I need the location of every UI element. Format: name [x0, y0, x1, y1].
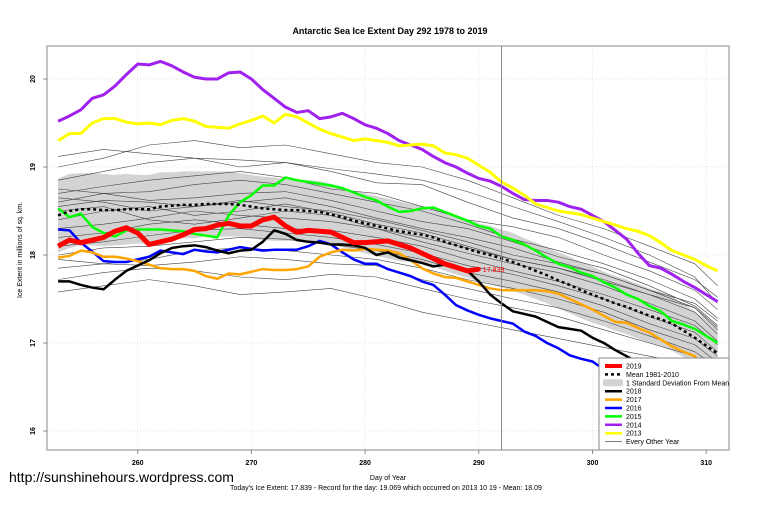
legend-swatch — [603, 379, 623, 387]
y-tick-label: 17 — [30, 339, 37, 347]
watermark-url: http://sunshinehours.wordpress.com — [9, 469, 234, 485]
y-tick-label: 16 — [30, 427, 37, 435]
y-axis: 16 17 18 19 20 — [30, 75, 47, 435]
x-tick-label: 260 — [132, 460, 144, 467]
other-year-line — [58, 203, 718, 335]
x-tick-label: 270 — [246, 460, 258, 467]
legend-label: Every Other Year — [626, 439, 680, 446]
series-line-mean-1981-2010 — [57, 202, 719, 355]
other-year-line — [58, 149, 718, 304]
legend-label: 1 Standard Deviation From Mean — [626, 380, 729, 387]
current-value-label: 17.839 — [483, 267, 505, 274]
other-year-line — [58, 171, 718, 310]
legend-label: Mean 1981-2010 — [626, 372, 679, 379]
other-year-line — [58, 228, 718, 353]
series-line-2015 — [57, 176, 719, 345]
x-tick-label: 300 — [587, 460, 599, 467]
series-line-2017 — [57, 247, 719, 391]
series-line-2013 — [57, 112, 719, 273]
legend-label: 2013 — [626, 431, 642, 438]
series-line-2014 — [57, 59, 719, 303]
legend-label: 2018 — [626, 389, 642, 396]
x-tick-label: 290 — [473, 460, 485, 467]
y-axis-label: Ice Extent in millions of sq. km. — [17, 202, 24, 298]
other-year-line — [58, 157, 718, 298]
series-line-2019 — [56, 214, 480, 274]
plot-frame — [46, 45, 730, 451]
other-year-line — [58, 237, 718, 357]
x-tick-label: 280 — [359, 460, 371, 467]
x-axis: 260 270 280 290 300 310 — [132, 450, 712, 467]
other-year-line — [58, 197, 718, 322]
x-axis-label: Day of Year — [370, 475, 407, 482]
legend-label: 2019 — [626, 364, 642, 371]
other-year-line — [58, 206, 718, 328]
y-tick-label: 20 — [30, 75, 37, 83]
chart-caption: Today's Ice Extent: 17.839 - Record for … — [230, 485, 542, 492]
current-value-point — [476, 267, 481, 272]
legend-box — [598, 357, 730, 451]
x-tick-label: 310 — [700, 460, 712, 467]
y-tick-label: 19 — [30, 163, 37, 171]
other-years-lines — [58, 140, 718, 379]
y-tick-label: 18 — [30, 251, 37, 259]
other-year-line — [58, 188, 718, 326]
other-year-line — [58, 279, 718, 379]
legend-label: 2015 — [626, 414, 642, 421]
legend-label: 2016 — [626, 406, 642, 413]
series-line-2018 — [58, 229, 719, 429]
other-year-line — [58, 179, 718, 319]
chart-title: Antarctic Sea Ice Extent Day 292 1978 to… — [292, 26, 487, 36]
other-year-line — [58, 247, 718, 363]
legend-label: 2014 — [626, 422, 642, 429]
legend-label: 2017 — [626, 397, 642, 404]
